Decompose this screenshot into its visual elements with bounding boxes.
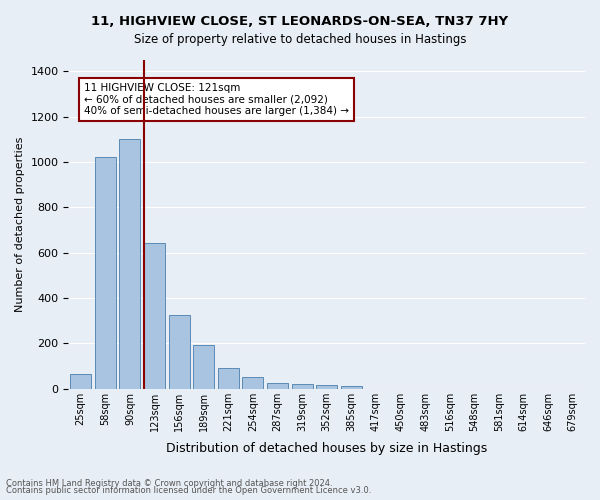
Bar (316, 386, 337, 388)
X-axis label: Distribution of detached houses by size in Hastings: Distribution of detached houses by size … (166, 442, 487, 455)
Bar (242, 378, 263, 388)
Bar (95, 158, 116, 388)
Text: 11 HIGHVIEW CLOSE: 121sqm
← 60% of detached houses are smaller (2,092)
40% of se: 11 HIGHVIEW CLOSE: 121sqm ← 60% of detac… (84, 83, 349, 116)
Bar (119, 140, 140, 388)
Text: Size of property relative to detached houses in Hastings: Size of property relative to detached ho… (134, 32, 466, 46)
Bar (193, 344, 214, 389)
Bar (169, 315, 190, 388)
Y-axis label: Number of detached properties: Number of detached properties (15, 136, 25, 312)
Bar (292, 384, 313, 388)
Bar (267, 383, 288, 388)
Bar (341, 386, 362, 388)
Bar (144, 242, 165, 388)
Bar (70, 374, 91, 388)
Text: Contains HM Land Registry data © Crown copyright and database right 2024.: Contains HM Land Registry data © Crown c… (6, 478, 332, 488)
Text: Contains public sector information licensed under the Open Government Licence v3: Contains public sector information licen… (6, 486, 371, 495)
Text: 11, HIGHVIEW CLOSE, ST LEONARDS-ON-SEA, TN37 7HY: 11, HIGHVIEW CLOSE, ST LEONARDS-ON-SEA, … (91, 15, 509, 28)
Bar (218, 368, 239, 388)
